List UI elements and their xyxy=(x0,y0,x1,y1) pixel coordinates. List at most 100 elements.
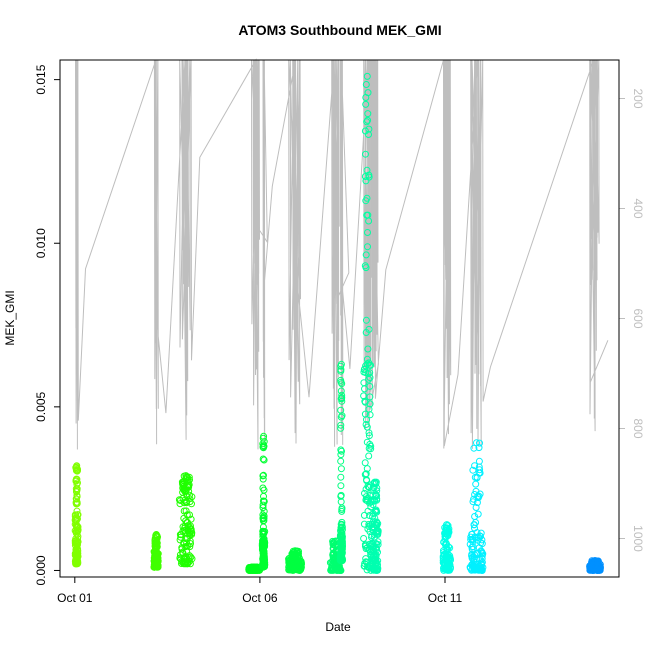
data-point xyxy=(337,387,345,395)
data-point xyxy=(260,471,267,479)
data-point xyxy=(373,566,381,574)
data-point xyxy=(259,545,267,553)
point-cluster xyxy=(336,360,346,565)
data-point xyxy=(374,538,382,546)
data-point xyxy=(362,264,370,272)
data-point xyxy=(153,562,161,570)
data-point xyxy=(73,491,81,499)
data-point xyxy=(373,508,381,516)
data-point xyxy=(477,559,485,567)
data-point xyxy=(475,457,483,465)
data-point xyxy=(72,476,80,483)
data-point xyxy=(594,567,601,574)
data-point xyxy=(373,544,380,552)
data-point xyxy=(361,173,369,180)
data-point xyxy=(443,540,451,548)
data-point xyxy=(260,498,268,505)
data-point xyxy=(366,411,374,419)
data-point xyxy=(362,470,370,478)
data-point xyxy=(74,479,81,487)
data-point xyxy=(295,547,302,555)
data-point xyxy=(362,94,370,101)
data-point xyxy=(183,499,190,507)
right-tick-label: 400 xyxy=(631,198,645,218)
data-point xyxy=(73,507,81,515)
chart-title: ATOM3 Southbound MEK_GMI xyxy=(238,22,441,38)
data-point xyxy=(469,466,477,474)
data-point xyxy=(363,477,371,485)
data-point xyxy=(477,529,485,537)
data-point xyxy=(73,466,81,474)
data-point xyxy=(369,501,377,509)
data-point xyxy=(470,521,478,529)
data-point xyxy=(260,492,267,500)
data-point xyxy=(361,489,368,497)
data-point xyxy=(360,535,368,542)
data-point xyxy=(370,533,378,541)
data-point xyxy=(186,498,194,506)
y-tick-label: 0.005 xyxy=(34,392,48,422)
data-point xyxy=(364,110,372,118)
data-point xyxy=(183,519,191,527)
data-point xyxy=(74,533,82,541)
data-point xyxy=(367,562,375,570)
data-point xyxy=(338,412,346,420)
y-tick-label: 0.015 xyxy=(34,64,48,94)
data-point xyxy=(259,523,267,531)
data-point xyxy=(287,562,295,570)
data-point xyxy=(294,561,302,568)
data-point xyxy=(329,552,337,559)
data-point xyxy=(152,554,160,562)
data-point xyxy=(291,547,299,555)
point-cluster xyxy=(285,547,305,574)
data-point xyxy=(182,507,190,515)
data-point xyxy=(183,539,191,547)
data-point xyxy=(337,482,345,490)
data-point xyxy=(591,557,599,565)
data-point xyxy=(363,416,370,424)
data-point xyxy=(259,501,267,509)
y-tick-label: 0.010 xyxy=(34,228,48,258)
data-point xyxy=(259,555,267,563)
data-point xyxy=(372,491,380,498)
data-point xyxy=(476,466,484,474)
x-tick-label: Oct 01 xyxy=(57,591,93,605)
right-tick-label: 1000 xyxy=(631,525,645,552)
data-point xyxy=(338,507,346,515)
data-point xyxy=(365,125,373,133)
data-point xyxy=(363,360,371,368)
data-point xyxy=(330,565,338,573)
data-point xyxy=(337,457,345,465)
data-point xyxy=(259,546,266,554)
data-point xyxy=(362,100,370,108)
data-point xyxy=(72,520,80,528)
data-point xyxy=(259,455,267,463)
data-point xyxy=(188,493,196,501)
data-point xyxy=(444,528,452,536)
data-point xyxy=(369,548,377,556)
data-point xyxy=(338,397,346,405)
right-tick-label: 600 xyxy=(631,308,645,328)
data-point xyxy=(73,495,80,503)
data-point xyxy=(468,543,476,551)
data-point xyxy=(259,442,267,450)
data-point xyxy=(362,496,370,504)
data-point xyxy=(362,316,370,324)
point-cluster xyxy=(586,557,604,574)
data-point xyxy=(365,429,373,437)
plot-area xyxy=(59,59,620,578)
data-point xyxy=(471,462,479,470)
data-point xyxy=(360,511,368,519)
data-point xyxy=(363,194,371,202)
data-point xyxy=(182,472,190,480)
secondary-series xyxy=(75,58,609,450)
data-point xyxy=(365,375,373,383)
data-point xyxy=(337,367,345,375)
axes: 0.000 0.005 0.010 0.015 Oct 01 Oct 06 Oct 11 20… xyxy=(34,64,645,605)
data-point xyxy=(472,480,480,488)
data-point xyxy=(365,452,373,460)
data-point xyxy=(184,483,192,491)
data-point xyxy=(468,530,476,538)
point-cluster xyxy=(367,478,382,574)
data-point xyxy=(337,378,345,386)
